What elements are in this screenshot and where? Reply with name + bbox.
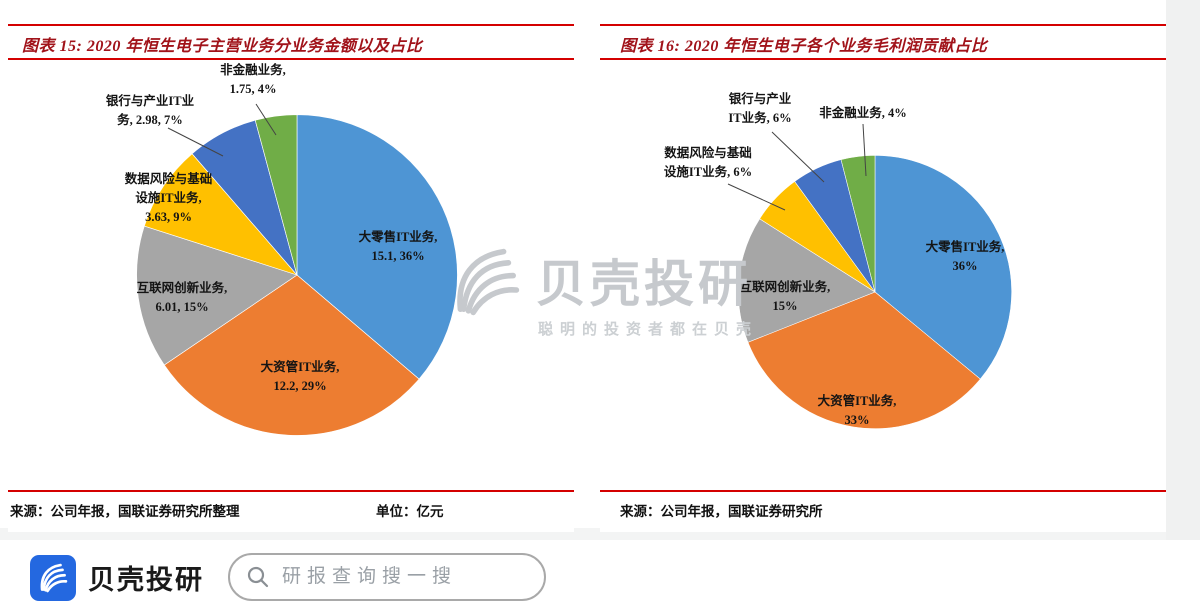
- unit-note: 单位：亿元: [376, 504, 444, 519]
- slice-label-banking: 银行与产业 IT业务, 6%: [728, 92, 792, 125]
- slice-label-internet: 互联网创新业务, 6.01, 15%: [136, 281, 228, 314]
- figure-16-panel: 图表 16: 2020 年恒生电子各个业务毛利润贡献占比 大零售IT业务, 36…: [600, 8, 1166, 532]
- figure-15-panel: 图表 15: 2020 年恒生电子主营业务分业务金额以及占比 大零售IT业务, …: [8, 8, 574, 532]
- slice-label-banking: 银行与产业IT业 务, 2.98, 7%: [105, 94, 195, 127]
- brand-name: 贝壳投研: [88, 565, 204, 595]
- figure-16-title: 图表 16: 2020 年恒生电子各个业务毛利润贡献占比: [620, 38, 988, 55]
- source-note: 来源：公司年报，国联证券研究所: [620, 504, 823, 519]
- slice-label-nonfinancial: 非金融业务, 1.75, 4%: [220, 63, 286, 96]
- pie-slice-1: [874, 155, 1012, 380]
- slice-label-data-risk: 数据风险与基础 设施IT业务, 3.63, 9%: [124, 172, 213, 224]
- red-rule-top: [8, 24, 574, 26]
- red-rule-above-source: [8, 490, 574, 492]
- slice-label-asset-mgmt: 大资管IT业务, 12.2, 29%: [260, 360, 340, 393]
- search-box[interactable]: [228, 553, 546, 601]
- slice-label-internet: 互联网创新业务, 15%: [739, 280, 831, 313]
- footer-bar: 贝壳投研: [0, 540, 1200, 616]
- pie-slice-6: [840, 155, 876, 293]
- shell-logo-icon: [40, 563, 68, 593]
- pie-slice-1: [296, 114, 458, 380]
- pie-chart-gross-profit-split: [738, 155, 1012, 429]
- pie-chart-revenue-split: [136, 114, 458, 436]
- red-rule-above-source: [600, 490, 1166, 492]
- red-rule-under-title: [600, 58, 1166, 60]
- slice-label-retail: 大零售IT业务, 36%: [925, 240, 1005, 273]
- source-note: 来源：公司年报，国联证券研究所整理: [10, 504, 240, 519]
- search-icon[interactable]: [246, 565, 270, 589]
- search-input[interactable]: [280, 556, 544, 598]
- pie-slice-2: [747, 291, 981, 429]
- page-right-margin: [1166, 0, 1200, 616]
- red-rule-top: [600, 24, 1166, 26]
- figure-15-title: 图表 15: 2020 年恒生电子主营业务分业务金额以及占比: [22, 38, 423, 55]
- brand-logo[interactable]: [30, 555, 76, 601]
- slice-label-data-risk: 数据风险与基础 设施IT业务, 6%: [663, 146, 753, 179]
- pie-slice-3: [738, 218, 876, 343]
- pie-slice-2: [163, 274, 420, 436]
- slice-label-retail: 大零售IT业务, 15.1, 36%: [358, 230, 438, 263]
- red-rule-under-title: [8, 58, 574, 60]
- slice-label-nonfinancial: 非金融业务, 4%: [819, 106, 907, 120]
- pie-slice-3: [136, 225, 298, 366]
- slice-label-asset-mgmt: 大资管IT业务, 33%: [817, 394, 897, 427]
